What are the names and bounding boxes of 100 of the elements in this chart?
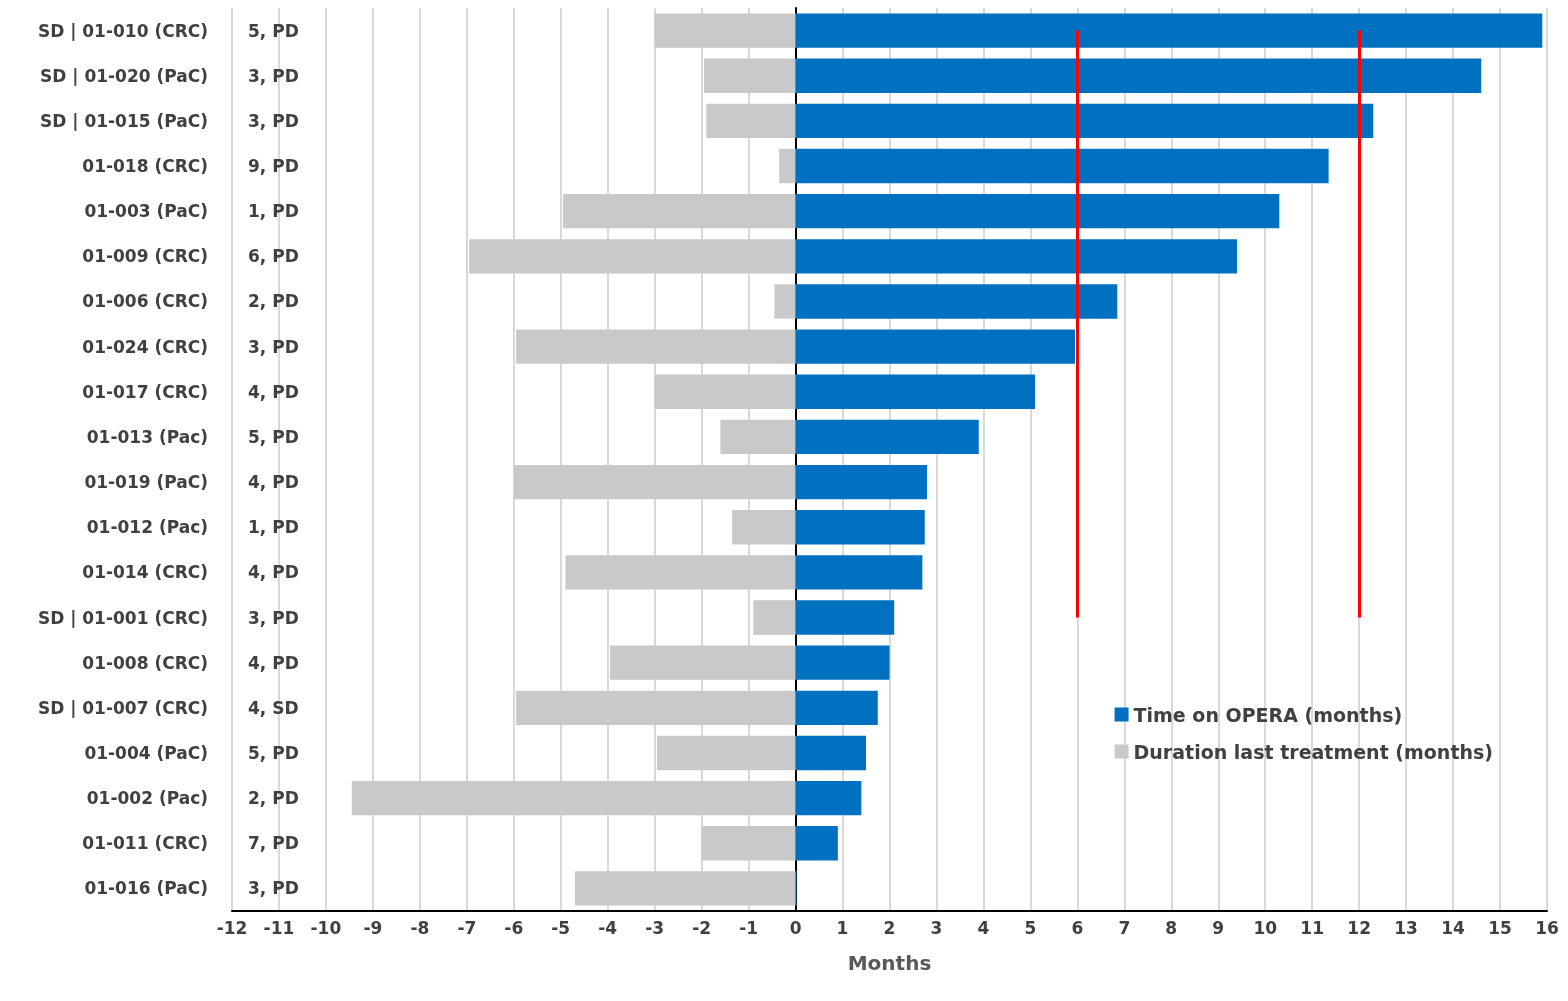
x-tick-label: -7	[457, 917, 477, 938]
bar	[795, 464, 928, 500]
y2-tick-label: 4, PD	[248, 472, 299, 493]
bar	[779, 148, 796, 184]
y2-tick-label: 3, PD	[248, 65, 299, 86]
y-tick-label: 01-011 (CRC)	[82, 833, 208, 854]
y-tick-label: 01-009 (CRC)	[82, 246, 208, 267]
y2-tick-label: 9, PD	[248, 156, 299, 177]
bar	[610, 645, 796, 680]
x-axis-title: Months	[847, 951, 932, 975]
bar	[795, 239, 1238, 274]
bar	[795, 510, 925, 545]
y2-tick-label: 2, PD	[248, 291, 299, 312]
x-tick-label: 9	[1212, 917, 1225, 938]
bar	[565, 555, 796, 590]
x-tick-label: -4	[598, 917, 618, 938]
bar	[732, 510, 796, 545]
y2-tick-label: 4, SD	[248, 697, 299, 718]
y2-tick-label: 5, PD	[248, 20, 299, 41]
x-tick-label: -10	[310, 917, 342, 938]
bar	[351, 780, 796, 816]
x-tick-label: 12	[1347, 917, 1371, 938]
y-tick-label: 01-018 (CRC)	[82, 156, 208, 177]
y-tick-label: 01-006 (CRC)	[82, 291, 208, 312]
y2-tick-label: 2, PD	[248, 788, 299, 809]
x-tick-label: 4	[977, 917, 990, 938]
x-tick-label: 11	[1300, 917, 1325, 938]
y-tick-label: 01-024 (CRC)	[82, 336, 208, 357]
y2-tick-label: 1, PD	[248, 517, 299, 538]
bar	[795, 645, 890, 680]
x-tick-label: -2	[692, 917, 712, 938]
y2-tick-label: 5, PD	[248, 742, 299, 763]
x-tick-label: 6	[1071, 917, 1084, 938]
bar	[654, 13, 796, 48]
y-tick-label: SD | 01-020 (PaC)	[39, 65, 208, 86]
bar	[563, 194, 796, 229]
x-tick-label: -6	[504, 917, 524, 938]
y-tick-label: 01-017 (CRC)	[82, 381, 208, 402]
x-tick-label: -1	[739, 917, 759, 938]
bar	[795, 194, 1280, 229]
legend-label: Duration last treatment (months)	[1133, 740, 1494, 763]
bar	[516, 329, 796, 364]
x-tick-label: 0	[789, 917, 802, 938]
y-tick-label: 01-014 (CRC)	[82, 562, 208, 583]
bar	[753, 600, 796, 635]
bar	[795, 555, 923, 590]
bar	[795, 374, 1036, 409]
y2-tick-label: 3, PD	[248, 110, 299, 131]
x-tick-label: 8	[1165, 917, 1178, 938]
bar	[795, 735, 867, 771]
bar	[657, 735, 796, 771]
y2-tick-label: 3, PD	[248, 607, 299, 628]
y2-tick-label: 5, PD	[248, 426, 299, 447]
bar	[706, 103, 796, 139]
x-tick-label: 5	[1024, 917, 1037, 938]
bar	[774, 284, 796, 319]
y2-tick-label: 7, PD	[248, 833, 299, 854]
y-tick-label: 01-003 (PaC)	[84, 201, 208, 222]
x-tick-label: -9	[363, 917, 383, 938]
bar	[795, 329, 1076, 364]
bar	[795, 13, 1543, 48]
y-tick-label: 01-013 (Pac)	[86, 426, 208, 447]
y2-tick-label: 4, PD	[248, 381, 299, 402]
bar	[703, 58, 796, 93]
x-tick-label: -12	[216, 917, 248, 938]
y-tick-label: 01-004 (PaC)	[84, 742, 208, 763]
bar	[469, 239, 796, 274]
y2-tick-label: 4, PD	[248, 562, 299, 583]
y2-tick-label: 3, PD	[248, 878, 299, 899]
x-tick-label: 1	[836, 917, 849, 938]
bar	[654, 374, 796, 409]
bar	[720, 419, 796, 455]
bar	[795, 690, 878, 725]
bar	[795, 826, 838, 861]
y-tick-label: 01-019 (PaC)	[84, 472, 208, 493]
y-tick-label: SD | 01-015 (PaC)	[39, 110, 208, 131]
bar	[795, 284, 1118, 319]
y-tick-label: 01-016 (PaC)	[84, 878, 208, 899]
legend-label: Time on OPERA (months)	[1133, 703, 1403, 726]
y-tick-label: SD | 01-001 (CRC)	[37, 607, 208, 628]
x-tick-label: 10	[1253, 917, 1278, 938]
bar	[795, 600, 895, 635]
x-tick-label: 16	[1535, 917, 1559, 938]
x-tick-label: -5	[551, 917, 571, 938]
x-tick-label: 7	[1118, 917, 1131, 938]
x-tick-label: 3	[930, 917, 943, 938]
bar	[795, 103, 1374, 139]
y2-tick-label: 1, PD	[248, 201, 299, 222]
y-tick-label: SD | 01-010 (CRC)	[37, 20, 208, 41]
bar	[513, 464, 796, 500]
y2-tick-label: 3, PD	[248, 336, 299, 357]
bar	[516, 690, 796, 725]
y2-tick-label: 4, PD	[248, 652, 299, 673]
x-tick-label: 15	[1488, 917, 1512, 938]
bar	[701, 826, 796, 861]
x-tick-label: -3	[645, 917, 665, 938]
y2-tick-label: 6, PD	[248, 246, 299, 267]
x-tick-label: 13	[1394, 917, 1418, 938]
bar	[795, 419, 979, 455]
y-tick-label: 01-012 (Pac)	[86, 517, 208, 538]
